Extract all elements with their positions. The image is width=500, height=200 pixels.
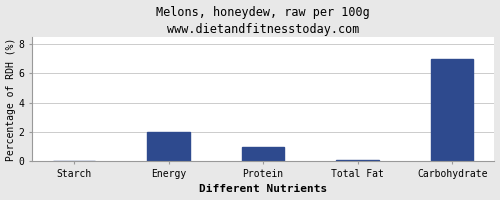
X-axis label: Different Nutrients: Different Nutrients [199,184,328,194]
Y-axis label: Percentage of RDH (%): Percentage of RDH (%) [6,37,16,161]
Title: Melons, honeydew, raw per 100g
www.dietandfitnesstoday.com: Melons, honeydew, raw per 100g www.dieta… [156,6,370,36]
Bar [242,147,284,161]
Bar [431,59,474,161]
Bar [336,160,379,161]
Bar [148,132,190,161]
